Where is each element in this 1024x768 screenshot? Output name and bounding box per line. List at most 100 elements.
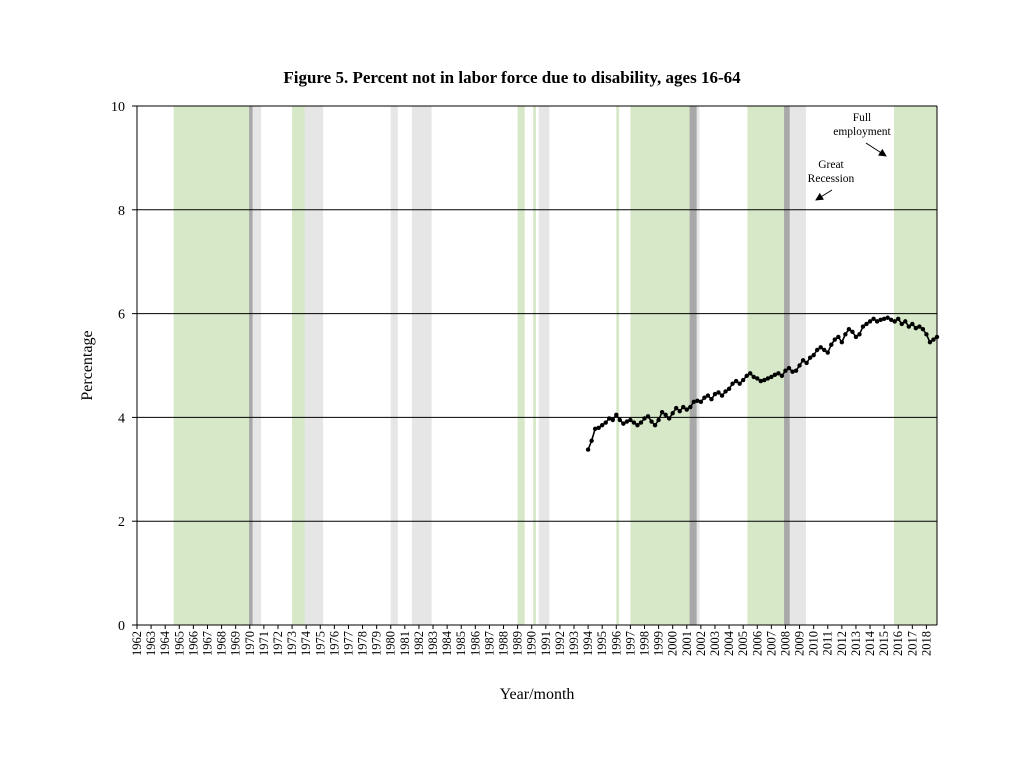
data-point: [885, 315, 890, 320]
data-point: [797, 363, 802, 368]
x-tick-label: 1974: [299, 630, 313, 656]
x-tick-label: 1989: [511, 631, 525, 656]
x-tick-label: 2013: [849, 631, 863, 656]
x-tick-label: 1967: [200, 631, 214, 656]
overlap-band: [689, 106, 697, 625]
annotation-arrow: [815, 189, 833, 201]
x-tick-label: 2016: [891, 631, 905, 656]
x-tick-label: 1976: [327, 631, 341, 656]
data-point: [906, 324, 912, 329]
data-point: [677, 408, 682, 414]
data-point: [592, 426, 598, 432]
x-tick-label: 1969: [229, 631, 243, 656]
data-point: [899, 321, 904, 327]
data-point: [652, 422, 658, 428]
data-point: [829, 342, 834, 347]
data-point: [635, 422, 640, 428]
y-tick-label: 4: [118, 411, 125, 426]
data-point: [712, 391, 718, 397]
x-tick-label: 1982: [412, 631, 426, 656]
x-tick-label: 2002: [694, 631, 708, 656]
shaded-periods: [173, 106, 937, 625]
data-point: [864, 321, 869, 327]
x-axis-label: Year/month: [500, 686, 575, 703]
x-tick-label: 1962: [130, 631, 144, 656]
data-point: [716, 390, 721, 395]
x-tick-label: 2017: [905, 631, 919, 656]
x-tick-label: 1963: [144, 631, 158, 656]
x-tick-label: 1983: [426, 631, 440, 656]
full-employment-band: [747, 106, 786, 625]
x-tick-label: 1999: [652, 631, 666, 656]
data-point: [832, 337, 837, 342]
data-point: [610, 417, 615, 423]
data-point: [656, 417, 661, 423]
x-tick-label: 2004: [722, 630, 736, 656]
data-point: [783, 368, 788, 373]
data-point: [927, 339, 933, 345]
x-tick-label: 2000: [666, 631, 680, 656]
data-point: [874, 319, 880, 324]
x-tick-label: 2001: [680, 631, 694, 656]
data-point: [670, 411, 675, 416]
y-tick-label: 0: [118, 619, 125, 634]
x-tick-label: 2008: [778, 631, 792, 656]
x-tick-label: 1975: [313, 631, 327, 656]
data-point: [860, 324, 866, 329]
data-point: [642, 416, 647, 421]
data-point: [896, 316, 901, 321]
data-point: [762, 377, 767, 383]
x-tick-label: 1970: [243, 631, 257, 656]
data-point: [920, 326, 926, 332]
x-tick-label: 2015: [877, 631, 891, 656]
data-point: [811, 352, 816, 358]
data-point: [850, 329, 855, 334]
data-point: [892, 319, 897, 324]
data-point: [645, 414, 651, 419]
data-point: [589, 438, 594, 443]
data-point: [913, 325, 919, 331]
data-point: [698, 399, 704, 405]
data-point: [807, 355, 813, 360]
data-point: [779, 373, 785, 379]
x-tick-label: 1995: [595, 631, 609, 656]
data-point: [769, 374, 774, 380]
annotation: Great Recession: [808, 159, 855, 201]
data-point: [691, 399, 697, 405]
data-point: [614, 412, 619, 418]
full-employment-band: [894, 106, 937, 625]
x-tick-label: 1997: [623, 631, 637, 656]
data-point: [878, 317, 883, 323]
data-point: [857, 332, 862, 337]
x-tick-label: 1986: [468, 631, 482, 656]
data-point: [917, 324, 922, 329]
recession-band: [538, 106, 550, 625]
x-tick-label: 1994: [581, 630, 595, 656]
data-point: [599, 422, 605, 428]
data-point: [765, 376, 771, 381]
data-point: [814, 347, 820, 353]
x-tick-label: 1984: [440, 630, 454, 656]
data-point: [624, 419, 630, 424]
data-point: [596, 425, 601, 430]
data-point: [666, 416, 672, 421]
x-tick-label: 1991: [539, 631, 553, 656]
data-point: [871, 316, 876, 321]
annotation-text: employment: [833, 126, 891, 138]
x-tick-label: 2014: [863, 630, 877, 656]
data-point: [705, 393, 711, 398]
data-point: [740, 377, 746, 383]
data-point: [688, 404, 693, 410]
x-tick-label: 1972: [271, 631, 285, 656]
recession-band: [390, 106, 398, 625]
data-point: [744, 373, 749, 379]
y-tick-label: 2: [118, 515, 125, 530]
recession-band: [249, 106, 262, 625]
data-point: [681, 404, 686, 410]
chart-title: Figure 5. Percent not in labor force due…: [283, 68, 741, 87]
data-point: [607, 416, 612, 421]
overlap-band: [249, 106, 253, 625]
data-point: [931, 337, 936, 342]
x-tick-label: 1990: [525, 631, 539, 656]
data-point: [903, 319, 908, 324]
